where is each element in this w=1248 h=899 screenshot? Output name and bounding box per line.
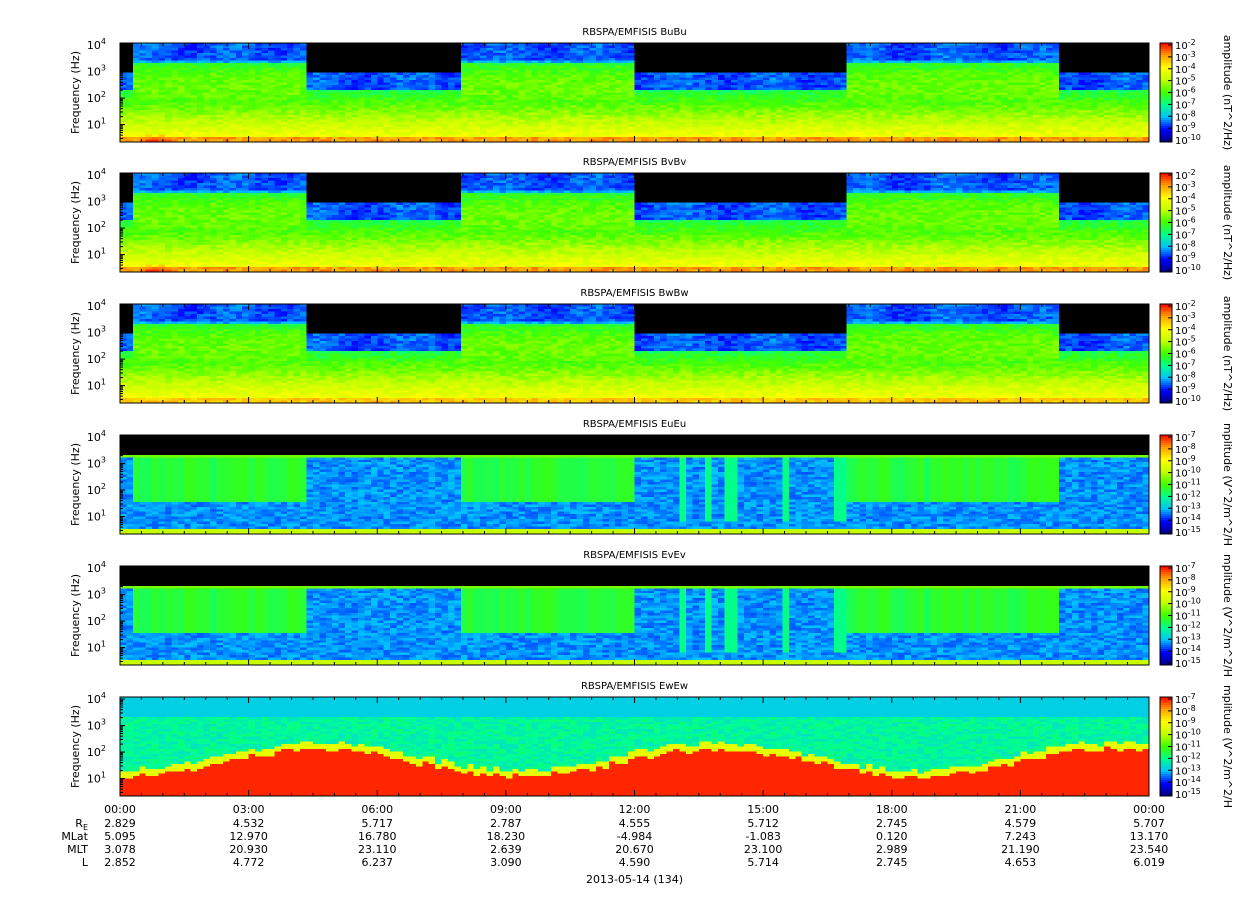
panel-bubu: RBSPA/EMFISIS BuBu101102103104Frequency …: [69, 27, 1234, 150]
spectrogram-cells: [120, 43, 1150, 143]
panel-title: RBSPA/EMFISIS BuBu: [582, 27, 686, 38]
